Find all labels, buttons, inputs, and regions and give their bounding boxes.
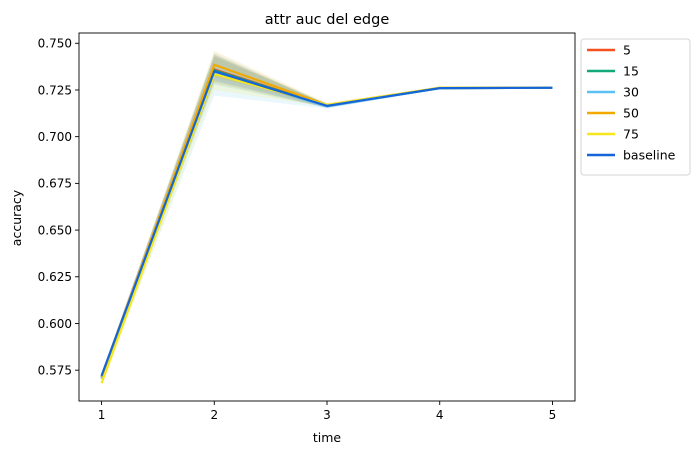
x-tick-label: 2 — [210, 408, 218, 422]
y-tick-label: 0.650 — [38, 223, 72, 237]
legend-label-15: 15 — [623, 64, 639, 79]
y-tick-label: 0.750 — [38, 37, 72, 51]
y-tick-label: 0.725 — [38, 83, 72, 97]
chart-title: attr auc del edge — [265, 12, 390, 28]
x-tick-label: 1 — [98, 408, 106, 422]
y-tick-label: 0.700 — [38, 130, 72, 144]
x-tick-label: 5 — [549, 408, 557, 422]
series-lines — [100, 63, 553, 384]
legend-label-75: 75 — [623, 127, 639, 142]
x-axis-label: time — [313, 430, 342, 445]
x-tick-label: 4 — [436, 408, 444, 422]
y-tick-label: 0.625 — [38, 270, 72, 284]
x-tick-label: 3 — [323, 408, 331, 422]
legend: 5 15 30 50 75 baseline — [580, 38, 691, 176]
axes: 1 2 3 4 5 0.575 0.600 0.625 0.650 0.675 0.700 0.725… — [38, 32, 576, 422]
y-tick-label: 0.600 — [38, 317, 72, 331]
y-tick-label: 0.575 — [38, 363, 72, 377]
legend-label-30: 30 — [623, 85, 639, 100]
legend-label-baseline: baseline — [623, 148, 676, 163]
y-axis-label: accuracy — [9, 189, 24, 246]
y-tick-label: 0.675 — [38, 177, 72, 191]
legend-label-5: 5 — [623, 43, 631, 58]
legend-box — [580, 38, 691, 176]
series-line-baseline — [100, 70, 553, 377]
legend-label-50: 50 — [623, 106, 639, 121]
